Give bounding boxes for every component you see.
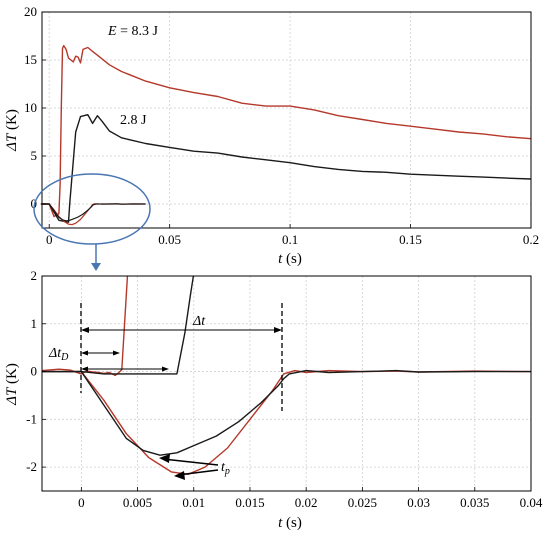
bottom-chart: 0 0.005 0.01 0.015 0.02 0.025 0.03 0.035 0.04 -2 -… [4, 268, 543, 531]
bottom-y-axis-label: ΔT (K) [4, 363, 20, 406]
y-tick-label: -1 [26, 411, 37, 426]
y-tick-label: 0 [31, 364, 38, 379]
zoom-ellipse [33, 173, 151, 245]
x-tick-label: 0.015 [235, 495, 264, 510]
delta-td-label: ΔtD [48, 346, 69, 363]
y-tick-label: -2 [26, 459, 37, 474]
bottom-ticks: 0 0.005 0.01 0.015 0.02 0.025 0.03 0.035 0.04 -2 -… [26, 268, 543, 510]
x-tick-label: 0.005 [123, 495, 152, 510]
top-x-axis-label: t (s) [278, 251, 302, 267]
delta-td-arrowhead-left [81, 350, 88, 356]
series-line-high-energy [42, 44, 531, 218]
y-tick-label: 1 [31, 316, 38, 331]
y-tick-label: 5 [31, 148, 38, 163]
delta-td-arrowhead-right [113, 350, 120, 356]
x-tick-label: 0.05 [158, 232, 181, 247]
tp-arrow-lower [177, 469, 219, 476]
delta-t-label: Δt [192, 314, 206, 329]
bottom-series [42, 276, 531, 475]
top-annotation-energy-high: E = 8.3 J [107, 24, 158, 39]
bottom-grid [42, 275, 532, 491]
x-tick-label: 0 [78, 495, 85, 510]
tp-arrow-upper [162, 458, 219, 466]
x-tick-label: 0.15 [399, 232, 422, 247]
bottom-plot-frame [41, 275, 532, 492]
y-tick-label: 20 [24, 4, 37, 19]
x-tick-label: 0.01 [182, 495, 205, 510]
x-tick-label: 0 [46, 232, 53, 247]
top-annotation-energy-low: 2.8 J [120, 113, 147, 128]
tp-arrowhead-upper [159, 454, 170, 463]
y-tick-label: 0 [31, 196, 38, 211]
bottom-x-axis-label: t (s) [278, 515, 302, 531]
top-grid [42, 11, 532, 228]
x-tick-label: 0.03 [407, 495, 430, 510]
delta-td-black-arrowhead-left [81, 366, 88, 372]
x-tick-label: 0.02 [295, 495, 318, 510]
zoom-arrow-head [91, 263, 101, 271]
series-dip-low-energy [42, 369, 531, 456]
x-tick-label: 0.04 [520, 495, 543, 510]
x-tick-label: 0.2 [523, 232, 539, 247]
y-tick-label: 2 [31, 268, 38, 283]
delta-t-arrowhead-left [81, 327, 89, 333]
top-y-axis-label: ΔT (K) [4, 109, 20, 152]
x-tick-label: 0.035 [460, 495, 489, 510]
x-tick-label: 0.1 [282, 232, 298, 247]
y-tick-label: 10 [24, 100, 37, 115]
series-line-low-energy [42, 113, 531, 223]
top-dip-low-energy [40, 203, 146, 222]
x-tick-label: 0.025 [348, 495, 377, 510]
tp-label: tp [221, 460, 230, 477]
y-tick-label: 15 [24, 52, 37, 67]
delta-t-arrowhead-right [274, 327, 282, 333]
top-series [40, 44, 531, 226]
top-plot-frame [41, 11, 532, 229]
tp-arrowhead-lower [174, 471, 185, 480]
delta-td-black-arrowhead-right [162, 366, 169, 372]
top-ticks: 0 0.05 0.1 0.15 0.2 0 5 10 15 20 [24, 4, 539, 247]
